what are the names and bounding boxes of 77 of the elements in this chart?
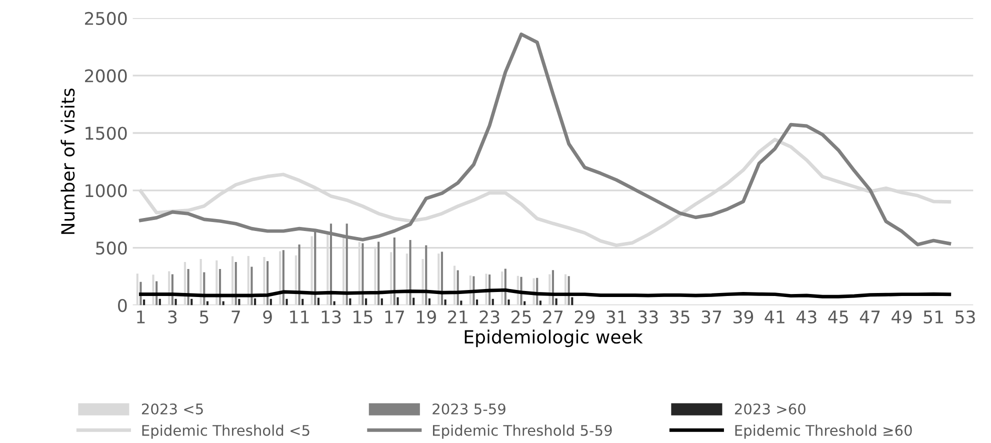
x-tick-label: 9 — [263, 310, 272, 324]
bar — [425, 245, 428, 306]
bar — [409, 240, 412, 306]
legend-label: Epidemic Threshold 5-59 — [433, 424, 612, 439]
bar — [143, 299, 146, 306]
bar — [270, 298, 272, 306]
bar — [365, 298, 368, 306]
legend-label: 2023 >60 — [734, 403, 806, 414]
x-tick-label: 15 — [354, 310, 372, 324]
y-tick-label: 2000 — [85, 69, 127, 82]
bar — [282, 250, 284, 306]
bar — [412, 298, 415, 306]
bar — [298, 244, 300, 306]
x-tick-label: 25 — [511, 310, 531, 324]
x-tick-label: 45 — [828, 310, 848, 324]
bar — [393, 237, 396, 306]
x-tick-label: 23 — [480, 310, 500, 324]
bar — [508, 299, 510, 306]
bar — [380, 298, 383, 306]
y-axis-title: Number of visits — [60, 88, 75, 234]
x-tick-label: 17 — [385, 310, 404, 324]
bar — [492, 298, 494, 306]
bar — [440, 252, 444, 306]
x-tick-label: 7 — [232, 310, 240, 324]
bar — [190, 298, 193, 306]
x-tick-label: 41 — [764, 310, 784, 324]
bar — [444, 299, 446, 306]
bar — [286, 298, 288, 306]
x-tick-label: 47 — [860, 310, 880, 324]
x-tick-label: 19 — [416, 310, 436, 324]
x-tick-label: 53 — [956, 310, 975, 324]
bar — [222, 301, 224, 306]
bar — [206, 301, 209, 306]
bar — [378, 242, 380, 306]
x-tick-label: 27 — [543, 310, 563, 324]
line-series — [138, 288, 952, 298]
x-axis-title: Epidemiologic week — [464, 330, 643, 348]
legend-label: Epidemic Threshold ≥60 — [735, 424, 912, 439]
x-tick-label: 3 — [168, 310, 177, 324]
x-tick-label: 29 — [574, 310, 595, 324]
bar — [174, 298, 177, 306]
x-tick-label: 33 — [638, 310, 658, 324]
y-tick-label: 2500 — [85, 12, 127, 26]
bar — [539, 300, 542, 306]
bar — [317, 298, 320, 306]
x-tick-label: 37 — [702, 310, 722, 324]
x-tick-label: 11 — [290, 310, 309, 324]
bar — [571, 297, 574, 306]
x-tick-label: 21 — [448, 310, 468, 324]
x-tick-label: 39 — [734, 310, 754, 324]
x-tick-label: 51 — [924, 310, 943, 324]
legend-label: Epidemic Threshold <5 — [142, 424, 310, 439]
bar — [238, 298, 240, 306]
y-tick-label: 1500 — [86, 126, 127, 140]
bar — [302, 298, 304, 306]
bar — [396, 297, 399, 306]
bar — [158, 298, 161, 306]
x-tick-label: 13 — [322, 310, 341, 324]
bar — [476, 299, 478, 306]
bar — [428, 298, 430, 306]
bar — [460, 300, 462, 306]
legend-label: 2023 <5 — [142, 403, 203, 414]
legend-label: 2023 5-59 — [432, 403, 506, 414]
x-tick-label: 31 — [606, 310, 626, 324]
bar — [254, 298, 256, 306]
x-tick-label: 43 — [796, 310, 816, 324]
x-tick-label: 5 — [200, 310, 208, 324]
y-tick-label: 500 — [96, 242, 127, 255]
y-tick-label: 0 — [118, 298, 127, 312]
bar — [333, 301, 336, 306]
x-tick-label: 1 — [137, 310, 145, 324]
bar — [555, 298, 558, 306]
x-tick-label: 49 — [892, 310, 912, 324]
y-tick-label: 1000 — [86, 184, 127, 198]
bar — [524, 301, 526, 306]
x-tick-label: 35 — [670, 310, 690, 324]
bar — [349, 298, 352, 306]
